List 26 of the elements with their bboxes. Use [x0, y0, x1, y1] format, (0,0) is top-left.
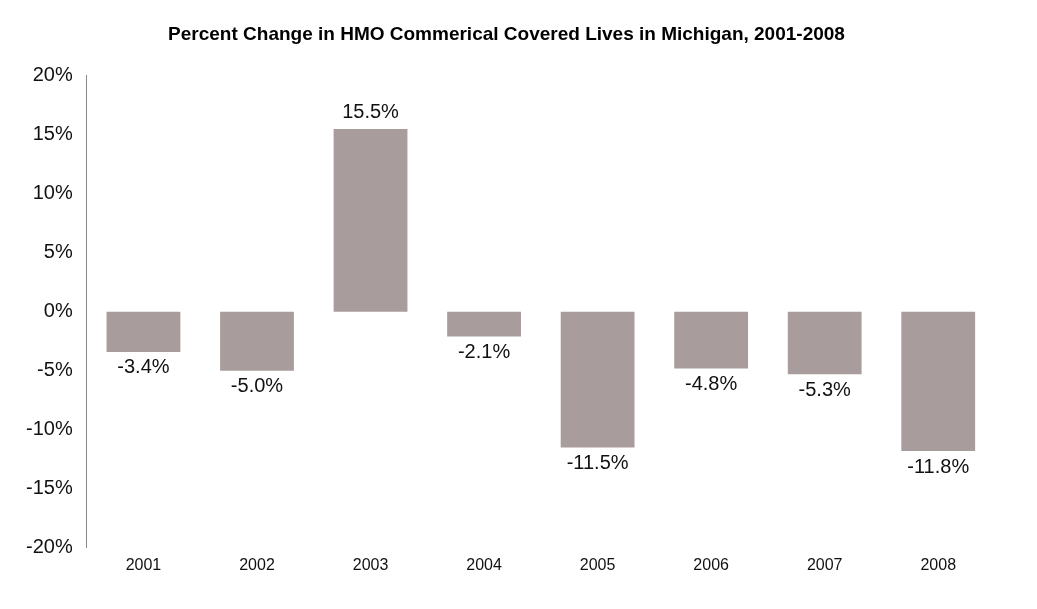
x-tick-label: 2001 [125, 555, 162, 573]
y-tick-label: 0% [43, 299, 73, 322]
y-tick-label: 10% [32, 181, 73, 204]
y-tick-label: -5% [37, 358, 73, 381]
y-tick-label: 20% [32, 63, 73, 86]
y-tick-label: 5% [43, 240, 73, 263]
data-label: -11.5% [566, 451, 629, 474]
data-label: -2.1% [457, 340, 511, 363]
data-label: -5.0% [230, 374, 284, 397]
data-label: 15.5% [342, 100, 400, 123]
y-tick-label: -15% [25, 476, 73, 499]
y-tick-label: 15% [32, 122, 73, 145]
chart-title: Percent Change in HMO Commerical Covered Lives in Michigan, 2001-2008 [168, 22, 845, 44]
x-tick-label: 2004 [466, 555, 502, 573]
x-tick-label: 2003 [352, 555, 389, 573]
x-tick-label: 2006 [693, 555, 730, 573]
data-label: -3.4% [117, 355, 170, 378]
y-tick-label: -10% [25, 417, 73, 440]
x-tick-label: 2008 [920, 555, 957, 573]
x-tick-label: 2007 [806, 555, 843, 573]
y-tick-label: -20% [25, 535, 73, 558]
x-tick-label: 2002 [239, 555, 275, 573]
data-label: -5.3% [798, 377, 852, 400]
x-tick-label: 2005 [579, 555, 616, 573]
data-label: -11.8% [907, 454, 970, 477]
data-label: -4.8% [685, 371, 738, 394]
